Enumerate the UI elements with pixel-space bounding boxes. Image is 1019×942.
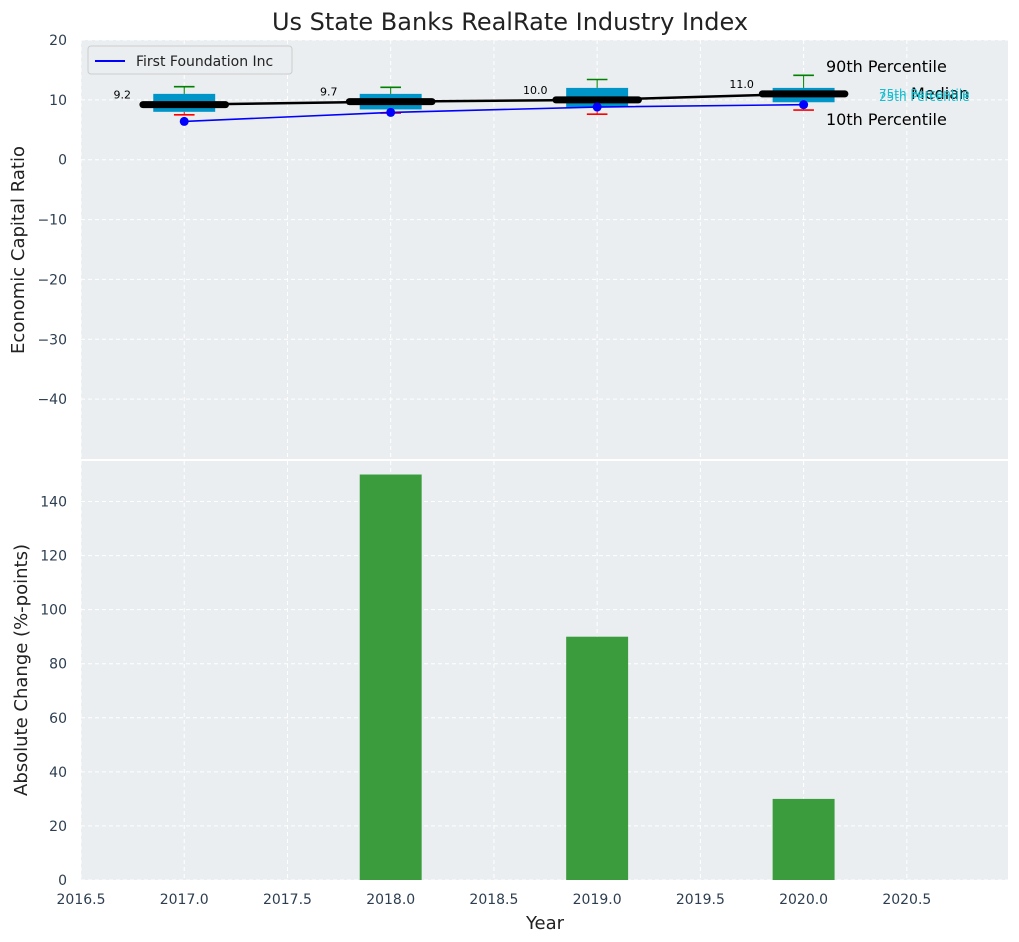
median-value-label: 11.0 [729, 78, 754, 91]
chart-title: Us State Banks RealRate Industry Index [272, 8, 748, 36]
top-y-tick-label: 10 [49, 93, 67, 109]
percentile-boxes: 9.2 9.7 10.0 11.0 [114, 74, 849, 116]
median-value-label: 10.0 [523, 84, 548, 97]
bottom-y-ticks: 0 20 40 60 80 100 120 140 [40, 495, 67, 889]
x-ticks: 2016.5 2017.0 2017.5 2018.0 2018.5 2019.0 2019… [57, 892, 932, 908]
x-tick-label: 2019.5 [676, 892, 725, 908]
legend: First Foundation Inc [87, 45, 293, 75]
bottom-grid [80, 461, 1008, 881]
bottom-y-tick-label: 140 [40, 495, 67, 511]
change-bars [359, 474, 835, 880]
x-axis-label: Year [525, 913, 565, 934]
bottom-y-tick-label: 100 [40, 603, 67, 619]
median-value-label: 9.2 [114, 89, 132, 102]
bottom-y-axis-label: Absolute Change (%-points) [11, 544, 32, 796]
company-series [179, 100, 809, 126]
x-tick-label: 2020.0 [779, 892, 828, 908]
x-tick-label: 2019.0 [573, 892, 622, 908]
legend-label: First Foundation Inc [136, 54, 273, 70]
p75-annotation: 75th Percentile [879, 87, 970, 101]
series-point [592, 102, 602, 112]
change-bar [359, 474, 422, 880]
bottom-panel-background [81, 461, 1008, 880]
x-tick-label: 2016.5 [57, 892, 106, 908]
bottom-y-tick-label: 40 [49, 765, 67, 781]
top-y-tick-label: 0 [58, 153, 67, 169]
p90-annotation: 90th Percentile [826, 57, 947, 76]
bottom-y-tick-label: 80 [49, 657, 67, 673]
series-point [799, 100, 809, 110]
series-point [386, 107, 396, 117]
x-tick-label: 2018.5 [469, 892, 518, 908]
top-y-tick-label: −30 [37, 332, 67, 348]
top-y-tick-label: −40 [37, 392, 67, 408]
legend-box [87, 45, 293, 75]
change-bar [772, 798, 835, 880]
bottom-y-tick-label: 120 [40, 549, 67, 565]
x-tick-label: 2018.0 [366, 892, 415, 908]
percentile-annotations: 90th Percentile Median 10th Percentile 7… [826, 57, 970, 129]
top-panel-background [81, 40, 1008, 459]
median-annotation: Median [911, 84, 969, 103]
bottom-y-tick-label: 0 [58, 873, 67, 889]
x-tick-label: 2017.0 [160, 892, 209, 908]
change-bar [566, 636, 629, 880]
median-trend-line [184, 92, 804, 106]
p10-annotation: 10th Percentile [826, 110, 947, 129]
series-line [184, 103, 804, 123]
top-y-axis-label: Economic Capital Ratio [8, 146, 29, 354]
top-y-tick-label: −20 [37, 272, 67, 288]
top-y-ticks: 20 10 0 −10 −20 −30 −40 [37, 33, 67, 408]
bottom-y-tick-label: 20 [49, 819, 67, 835]
median-value-label: 9.7 [320, 86, 338, 99]
series-point [179, 116, 189, 126]
x-tick-label: 2020.5 [882, 892, 931, 908]
x-tick-label: 2017.5 [263, 892, 312, 908]
bottom-y-tick-label: 60 [49, 711, 67, 727]
top-y-tick-label: −10 [37, 213, 67, 229]
top-y-tick-label: 20 [49, 33, 67, 49]
p25-annotation: 25th Percentile [879, 90, 970, 104]
